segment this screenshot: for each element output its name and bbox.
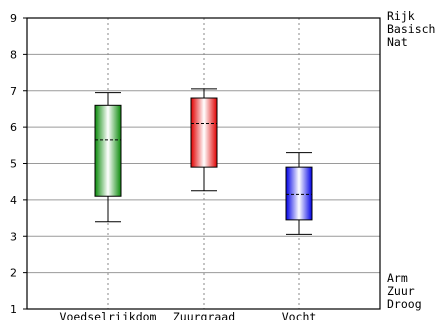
box-0: [94, 104, 122, 197]
right-label-top-1: Basisch: [387, 22, 435, 36]
right-label-bottom-2: Droog: [387, 297, 422, 311]
y-tick-label-8: 8: [10, 48, 17, 61]
y-tick-label-1: 1: [10, 303, 17, 316]
right-label-top-0: Rijk: [387, 9, 415, 23]
category-label-2: Vocht: [282, 310, 317, 320]
category-label-0: Voedselrijkdom: [60, 310, 157, 320]
boxes: [94, 88, 313, 235]
y-tick-label-5: 5: [10, 158, 17, 171]
right-label-bottom-1: Zuur: [387, 284, 415, 298]
box-2: [285, 166, 313, 221]
y-tick-label-7: 7: [10, 85, 17, 98]
y-tick-label-3: 3: [10, 230, 17, 243]
y-tick-label-6: 6: [10, 121, 17, 134]
axes: [23, 17, 381, 310]
right-label-bottom-0: Arm: [387, 271, 408, 285]
y-tick-label-9: 9: [10, 12, 17, 25]
labels: 1 2 3 4 5 6 7 8 9 Voedselrijkdom Zuurgraad Vocht Rij…: [10, 9, 435, 320]
box-1: [190, 97, 218, 168]
category-label-1: Zuurgraad: [173, 310, 235, 320]
y-tick-label-4: 4: [10, 194, 17, 207]
right-label-top-2: Nat: [387, 35, 408, 49]
y-tick-label-2: 2: [10, 267, 17, 280]
plot-frame: [26, 17, 381, 310]
